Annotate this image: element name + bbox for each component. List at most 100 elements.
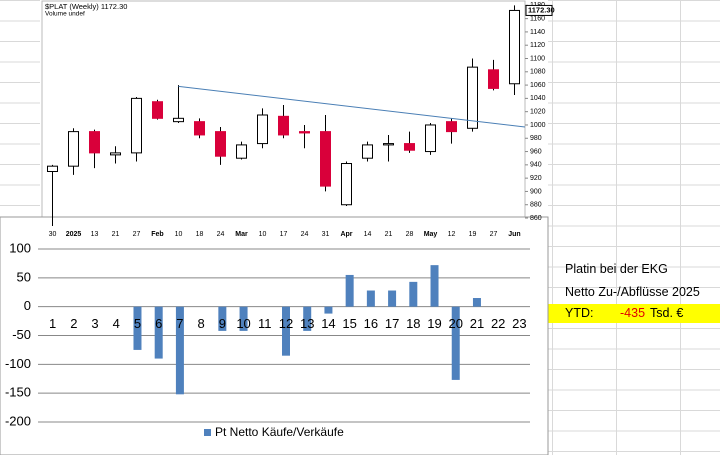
x-tick-label: Feb	[151, 231, 163, 238]
bar	[154, 306, 163, 359]
x-tick-label: 24	[301, 231, 309, 238]
candle-body	[47, 165, 58, 172]
x-tick-label: 10	[259, 231, 267, 238]
bar	[366, 290, 375, 307]
y-tick-label: 940	[530, 162, 542, 169]
x-tick-label: 10	[175, 231, 183, 238]
bar	[388, 290, 397, 307]
candle-body	[278, 115, 289, 136]
x-tick-label: 17	[280, 231, 288, 238]
y-tick-label: -150	[5, 385, 31, 400]
trendline	[178, 85, 526, 128]
x-tick-label: 21	[385, 231, 393, 238]
y-tick-label: -200	[5, 413, 31, 428]
y-tick-label: -100	[5, 356, 31, 371]
x-tick-label: 2	[70, 316, 77, 331]
y-tick-label: 980	[530, 135, 542, 142]
x-tick-label: 19	[427, 316, 441, 331]
legend-swatch	[204, 429, 211, 436]
bar	[345, 274, 354, 307]
x-tick-label: 24	[217, 231, 225, 238]
x-tick-label: 13	[91, 231, 99, 238]
x-tick-label: 17	[385, 316, 399, 331]
x-tick-label: 30	[49, 231, 57, 238]
y-tick-label: 880	[530, 202, 542, 209]
x-tick-label: 1	[49, 316, 56, 331]
candle-body	[320, 131, 331, 187]
candle-body	[236, 144, 247, 159]
x-tick-label: 16	[364, 316, 378, 331]
x-tick-label: 31	[322, 231, 330, 238]
x-tick-label: 18	[406, 316, 420, 331]
x-tick-label: 15	[342, 316, 356, 331]
candle-body	[488, 69, 499, 89]
y-tick-label: 1100	[530, 55, 545, 62]
last-price-label: 1172.30	[528, 5, 555, 14]
x-tick-label: Mar	[235, 231, 248, 238]
candle-body	[194, 121, 205, 136]
x-tick-label: 6	[155, 316, 162, 331]
y-tick-label: 1120	[530, 42, 545, 49]
x-tick-label: 9	[219, 316, 226, 331]
x-tick-label: 14	[321, 316, 335, 331]
sheet-text: Netto Zu-/Abflüsse 2025	[565, 285, 700, 299]
x-tick-label: 23	[512, 316, 526, 331]
candle-body	[257, 114, 268, 145]
y-tick-label: 1140	[530, 29, 545, 36]
bar	[451, 306, 460, 380]
chart-title: $PLAT (Weekly) 1172.30	[45, 2, 127, 11]
legend-label: Pt Netto Käufe/Verkäufe	[215, 425, 344, 439]
bar	[472, 298, 481, 307]
candle-body	[509, 9, 520, 85]
candle-body	[173, 117, 184, 123]
ytd-value: -435	[620, 306, 646, 320]
x-tick-label: Apr	[340, 231, 352, 238]
x-tick-label: 21	[470, 316, 484, 331]
bar	[282, 306, 290, 356]
bar	[303, 306, 312, 331]
x-tick-label: 27	[490, 231, 498, 238]
y-tick-label: 50	[17, 269, 31, 284]
x-tick-label: 20	[449, 316, 463, 331]
y-tick-label: 920	[530, 175, 542, 182]
x-tick-label: 11	[258, 316, 272, 331]
ytd-unit: Tsd. €	[650, 306, 684, 320]
y-tick-label: 900	[530, 188, 542, 195]
candle-body	[152, 101, 163, 119]
candle-body	[425, 124, 436, 153]
y-tick-label: 1000	[530, 122, 546, 129]
x-tick-label: 18	[196, 231, 204, 238]
x-tick-label: 22	[491, 316, 505, 331]
candle-body	[467, 66, 478, 129]
bar	[239, 306, 248, 331]
x-tick-label: 19	[469, 231, 477, 238]
chart-subtitle: Volume undef	[45, 11, 85, 18]
y-tick-label: 1060	[530, 82, 546, 89]
candle-body	[299, 131, 310, 134]
ytd-label: YTD:	[565, 306, 594, 320]
x-tick-label: 27	[133, 231, 141, 238]
candle-body	[89, 131, 100, 154]
y-tick-label: -50	[12, 327, 31, 342]
y-tick-label: 1080	[530, 69, 546, 76]
candle-body	[362, 144, 373, 159]
x-tick-label: 3	[91, 316, 98, 331]
bar	[133, 306, 142, 350]
x-tick-label: 21	[112, 231, 120, 238]
candle-body	[68, 131, 79, 167]
candle-body	[341, 163, 352, 206]
candle-body	[131, 97, 142, 154]
x-tick-label: May	[424, 231, 438, 238]
bar	[430, 265, 439, 307]
candle-body	[110, 152, 121, 156]
y-tick-label: 860	[530, 215, 542, 222]
candle-body	[404, 143, 415, 151]
last-price-box	[525, 4, 553, 16]
x-tick-label: 12	[448, 231, 456, 238]
x-tick-label: 14	[364, 231, 372, 238]
x-tick-label: 2025	[66, 231, 82, 238]
ytd-row: YTD: -435 Tsd. €	[548, 304, 720, 323]
x-tick-label: 28	[406, 231, 414, 238]
candle-body	[215, 131, 226, 157]
